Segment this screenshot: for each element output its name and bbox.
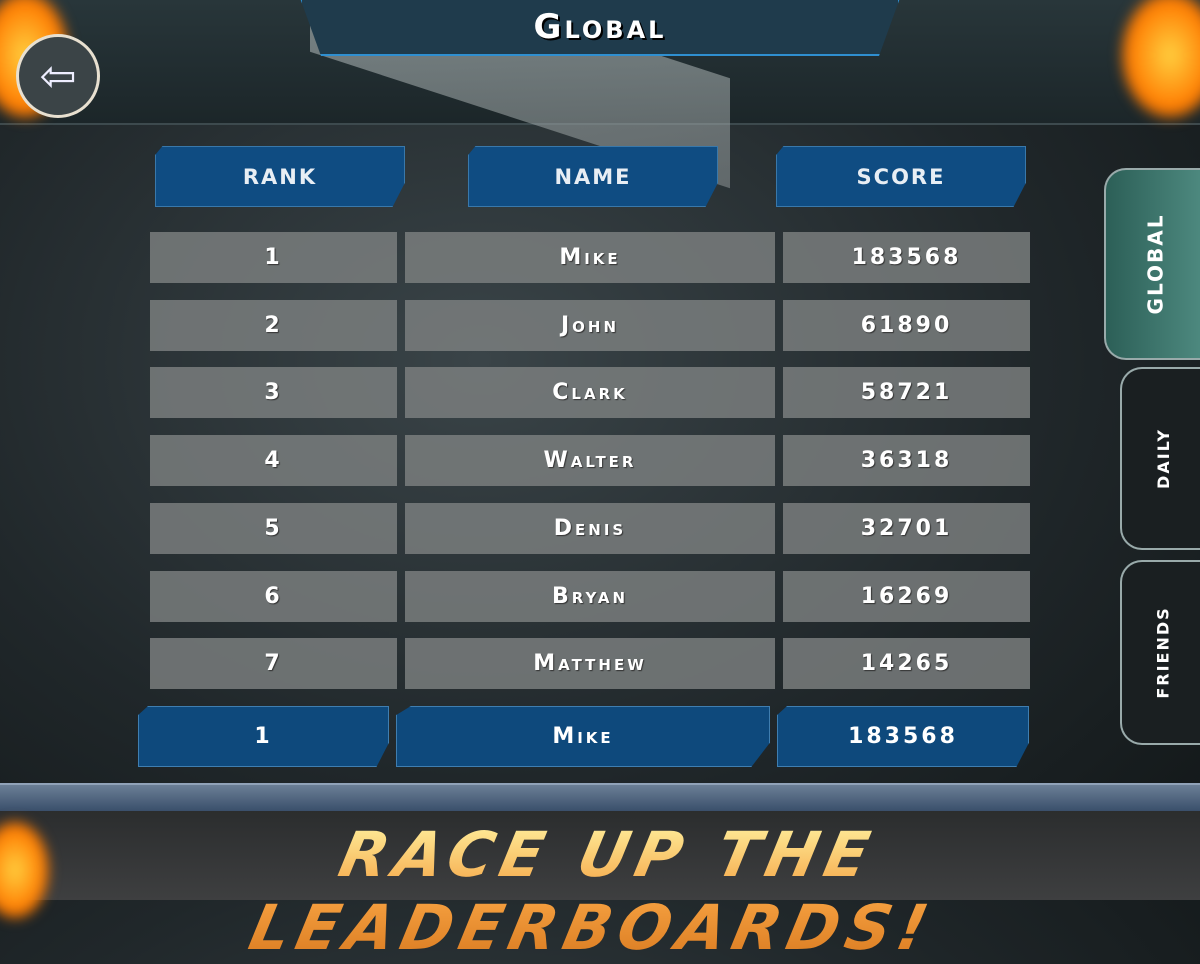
player-score: 183568 <box>777 706 1029 767</box>
row-name: Matthew <box>405 638 775 689</box>
back-button[interactable]: ⇦ <box>16 34 100 118</box>
tab-label: GLOBAL <box>1143 213 1168 315</box>
row-name: John <box>405 300 775 351</box>
row-rank: 4 <box>150 435 397 486</box>
tab-friends[interactable]: FRIENDS <box>1120 560 1200 745</box>
player-name: Mike <box>396 706 770 767</box>
row-name: Denis <box>405 503 775 554</box>
tab-global[interactable]: GLOBAL <box>1104 168 1200 360</box>
header-name: NAME <box>468 146 718 207</box>
row-rank: 7 <box>150 638 397 689</box>
row-score: 36318 <box>783 435 1030 486</box>
promo-banner <box>0 811 1200 900</box>
row-rank: 1 <box>150 232 397 283</box>
tab-daily[interactable]: DAILY <box>1120 367 1200 550</box>
row-name: Bryan <box>405 571 775 622</box>
row-score: 58721 <box>783 367 1030 418</box>
row-score: 61890 <box>783 300 1030 351</box>
page-title: Global <box>533 7 667 47</box>
row-score: 32701 <box>783 503 1030 554</box>
left-arrow-icon: ⇦ <box>39 50 77 102</box>
row-score: 14265 <box>783 638 1030 689</box>
row-score: 16269 <box>783 571 1030 622</box>
row-rank: 2 <box>150 300 397 351</box>
tab-label: DAILY <box>1153 428 1173 489</box>
fire-decoration <box>1120 0 1200 120</box>
divider-bar <box>0 783 1200 811</box>
header-score: SCORE <box>776 146 1026 207</box>
title-banner: Global <box>300 0 900 56</box>
row-score: 183568 <box>783 232 1030 283</box>
row-name: Mike <box>405 232 775 283</box>
promo-slogan: RACE UP THE LEADERBOARDS! <box>0 818 1200 964</box>
player-rank: 1 <box>138 706 389 767</box>
row-rank: 3 <box>150 367 397 418</box>
header-rank: RANK <box>155 146 405 207</box>
row-name: Clark <box>405 367 775 418</box>
tab-label: FRIENDS <box>1153 606 1173 699</box>
row-name: Walter <box>405 435 775 486</box>
row-rank: 5 <box>150 503 397 554</box>
row-rank: 6 <box>150 571 397 622</box>
